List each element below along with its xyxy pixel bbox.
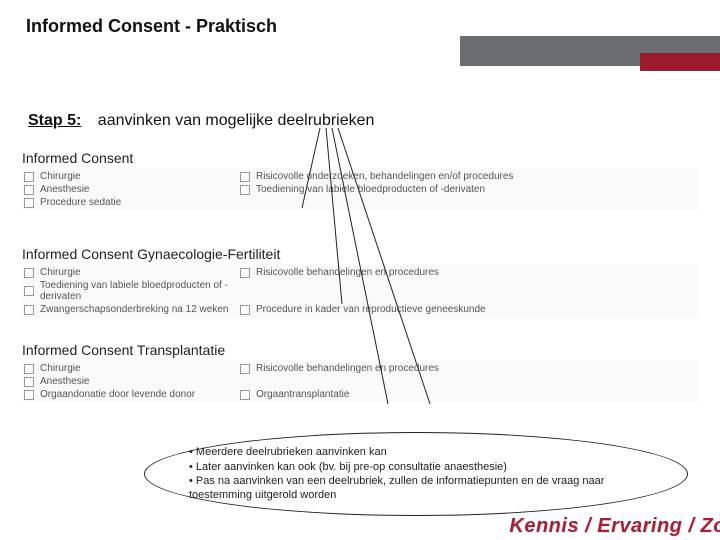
checkbox-grid: Chirurgie Risicovolle behandelingen en p…	[22, 265, 698, 317]
checkbox[interactable]	[240, 172, 250, 182]
step-line: Stap 5: aanvinken van mogelijke deelrubr…	[28, 112, 374, 130]
checkbox-label: Chirurgie	[40, 363, 240, 374]
checkbox[interactable]	[24, 305, 34, 315]
note-item: Meerdere deelrubrieken aanvinken kan	[189, 445, 643, 459]
header-stripe-red	[640, 53, 720, 71]
checkbox[interactable]	[240, 268, 250, 278]
checkbox-label: Risicovolle behandelingen en procedures	[256, 267, 646, 278]
note-item: Pas na aanvinken van een deelrubriek, zu…	[189, 474, 643, 503]
checkbox-label: Chirurgie	[40, 267, 240, 278]
note-list: Meerdere deelrubrieken aanvinken kan Lat…	[189, 445, 643, 502]
checkbox-label: Orgaantransplantatie	[256, 389, 646, 400]
checkbox[interactable]	[24, 172, 34, 182]
checkbox[interactable]	[240, 390, 250, 400]
checkbox-label: Risicovolle behandelingen en procedures	[256, 363, 646, 374]
section-label: Informed Consent Transplantatie	[22, 342, 698, 358]
page-title: Informed Consent - Praktisch	[26, 16, 277, 37]
step-label: Stap 5:	[28, 112, 81, 129]
checkbox[interactable]	[24, 377, 34, 387]
checkbox-label: Anesthesie	[40, 184, 240, 195]
checkbox-label: Zwangerschapsonderbreking na 12 weken	[40, 304, 240, 315]
footer-tagline: Kennis / Ervaring / Zo	[509, 515, 720, 538]
checkbox[interactable]	[240, 185, 250, 195]
checkbox[interactable]	[24, 364, 34, 374]
checkbox[interactable]	[240, 305, 250, 315]
section-label: Informed Consent	[22, 150, 698, 166]
note-item: Later aanvinken kan ook (bv. bij pre-op …	[189, 460, 643, 474]
checkbox-grid: Chirurgie Risicovolle onderzoeken, behan…	[22, 169, 698, 210]
checkbox-label: Chirurgie	[40, 171, 240, 182]
checkbox[interactable]	[24, 286, 34, 296]
checkbox[interactable]	[24, 185, 34, 195]
checkbox[interactable]	[24, 198, 34, 208]
section-gyn-fertiliteit: Informed Consent Gynaecologie-Fertilitei…	[22, 246, 698, 317]
checkbox-label: Anesthesie	[40, 376, 240, 387]
checkbox-label: Risicovolle onderzoeken, behandelingen e…	[256, 171, 646, 182]
section-informed-consent: Informed Consent Chirurgie Risicovolle o…	[22, 150, 698, 210]
section-transplantatie: Informed Consent Transplantatie Chirurgi…	[22, 342, 698, 402]
checkbox-label: Toediening van labiele bloedproducten of…	[256, 184, 646, 195]
checkbox-label: Orgaandonatie door levende donor	[40, 389, 240, 400]
checkbox-grid: Chirurgie Risicovolle behandelingen en p…	[22, 361, 698, 402]
step-description: aanvinken van mogelijke deelrubrieken	[98, 112, 375, 129]
checkbox-label: Toediening van labiele bloedproducten of…	[40, 280, 240, 302]
checkbox[interactable]	[240, 364, 250, 374]
checkbox-label: Procedure sedatie	[40, 197, 240, 208]
note-callout: Meerdere deelrubrieken aanvinken kan Lat…	[144, 432, 688, 516]
checkbox[interactable]	[24, 390, 34, 400]
checkbox-label: Procedure in kader van reproductieve gen…	[256, 304, 646, 315]
checkbox[interactable]	[24, 268, 34, 278]
section-label: Informed Consent Gynaecologie-Fertilitei…	[22, 246, 698, 262]
